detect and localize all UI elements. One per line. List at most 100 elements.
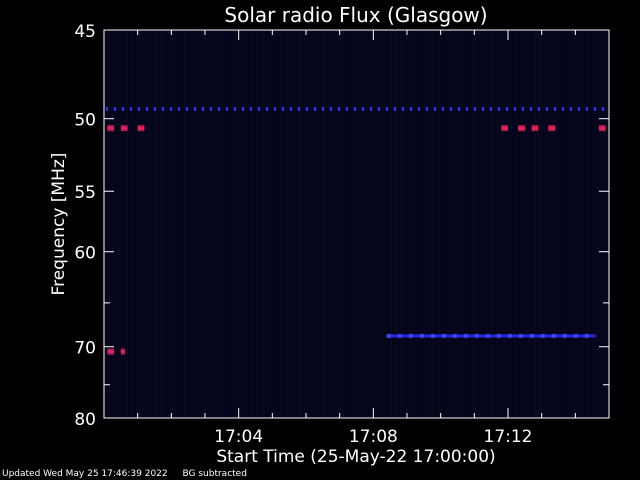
noise-stripe bbox=[244, 31, 245, 417]
band-segment bbox=[314, 106, 316, 111]
band-segment bbox=[346, 106, 348, 111]
band-segment bbox=[538, 106, 540, 111]
noise-stripe bbox=[196, 31, 197, 417]
noise-stripe bbox=[391, 31, 392, 417]
band-segment bbox=[514, 106, 516, 111]
noise-stripe bbox=[187, 31, 188, 417]
noise-stripe bbox=[316, 31, 317, 417]
noise-stripe bbox=[556, 31, 557, 417]
noise-stripe bbox=[229, 31, 230, 417]
band-segment bbox=[194, 106, 196, 111]
noise-stripe bbox=[175, 31, 176, 417]
band-node bbox=[584, 333, 589, 338]
noise-stripe bbox=[226, 31, 227, 417]
noise-stripe bbox=[298, 31, 299, 417]
noise-stripe bbox=[211, 31, 212, 417]
noise-stripe bbox=[331, 31, 332, 417]
noise-stripe bbox=[277, 31, 278, 417]
y-axis-label: Frequency [MHz] bbox=[49, 153, 69, 296]
band-segment bbox=[402, 106, 404, 111]
noise-stripe bbox=[598, 31, 599, 417]
noise-stripe bbox=[283, 31, 284, 417]
noise-stripe bbox=[571, 31, 572, 417]
band-segment bbox=[578, 106, 580, 111]
noise-stripe bbox=[397, 31, 398, 417]
noise-stripe bbox=[235, 31, 236, 417]
noise-stripe bbox=[157, 31, 158, 417]
x-tick-label: 17:08 bbox=[349, 427, 398, 447]
noise-stripe bbox=[502, 31, 503, 417]
noise-stripe bbox=[460, 31, 461, 417]
emission-spot-core bbox=[120, 127, 128, 130]
noise-stripe bbox=[589, 31, 590, 417]
noise-stripe bbox=[421, 31, 422, 417]
band-segment bbox=[498, 106, 500, 111]
noise-stripe bbox=[529, 31, 530, 417]
noise-stripe bbox=[511, 31, 512, 417]
noise-stripe bbox=[436, 31, 437, 417]
noise-stripe bbox=[574, 31, 575, 417]
emission-features bbox=[106, 106, 606, 355]
noise-stripe bbox=[544, 31, 545, 417]
band-segment bbox=[394, 106, 396, 111]
band-segment bbox=[162, 106, 164, 111]
noise-stripe bbox=[490, 31, 491, 417]
noise-stripe bbox=[205, 31, 206, 417]
band-segment bbox=[370, 106, 372, 111]
noise-stripe bbox=[202, 31, 203, 417]
noise-stripe bbox=[562, 31, 563, 417]
noise-stripe bbox=[355, 31, 356, 417]
band-segment bbox=[338, 106, 340, 111]
noise-stripe bbox=[454, 31, 455, 417]
band-segment bbox=[226, 106, 228, 111]
band-node bbox=[540, 333, 545, 338]
band-segment bbox=[266, 106, 268, 111]
band-segment bbox=[234, 106, 236, 111]
noise-stripe bbox=[178, 31, 179, 417]
noise-stripe bbox=[160, 31, 161, 417]
band-segment bbox=[298, 106, 300, 111]
noise-stripe bbox=[181, 31, 182, 417]
band-node bbox=[485, 333, 490, 338]
noise-stripe bbox=[364, 31, 365, 417]
band-node bbox=[496, 333, 501, 338]
band-segment bbox=[290, 106, 292, 111]
band-segment bbox=[170, 106, 172, 111]
noise-stripe bbox=[352, 31, 353, 417]
noise-stripe bbox=[115, 31, 116, 417]
noise-stripe bbox=[304, 31, 305, 417]
noise-stripe bbox=[238, 31, 239, 417]
noise-stripe bbox=[250, 31, 251, 417]
noise-stripe bbox=[340, 31, 341, 417]
noise-stripe bbox=[370, 31, 371, 417]
band-segment bbox=[546, 106, 548, 111]
noise-stripe bbox=[505, 31, 506, 417]
band-node bbox=[507, 333, 512, 338]
band-segment bbox=[562, 106, 564, 111]
noise-stripe bbox=[508, 31, 509, 417]
noise-stripe bbox=[373, 31, 374, 417]
noise-stripe bbox=[232, 31, 233, 417]
processing-note: BG subtracted bbox=[182, 469, 247, 479]
plot-background bbox=[104, 30, 609, 418]
noise-stripe bbox=[472, 31, 473, 417]
noise-stripe bbox=[322, 31, 323, 417]
emission-spot-core bbox=[598, 127, 606, 130]
x-tick-label: 17:12 bbox=[484, 427, 533, 447]
noise-stripe bbox=[106, 31, 107, 417]
noise-stripe bbox=[580, 31, 581, 417]
band-segment bbox=[418, 106, 420, 111]
noise-stripe bbox=[418, 31, 419, 417]
noise-stripe bbox=[568, 31, 569, 417]
band-segment bbox=[186, 106, 188, 111]
band-segment bbox=[114, 106, 116, 111]
emission-spot-core bbox=[518, 127, 525, 130]
band-segment bbox=[386, 106, 388, 111]
band-segment bbox=[482, 106, 484, 111]
band-line bbox=[386, 334, 596, 338]
noise-stripe bbox=[475, 31, 476, 417]
band-segment bbox=[282, 106, 284, 111]
noise-stripe bbox=[445, 31, 446, 417]
noise-stripe bbox=[127, 31, 128, 417]
noise-stripe bbox=[124, 31, 125, 417]
